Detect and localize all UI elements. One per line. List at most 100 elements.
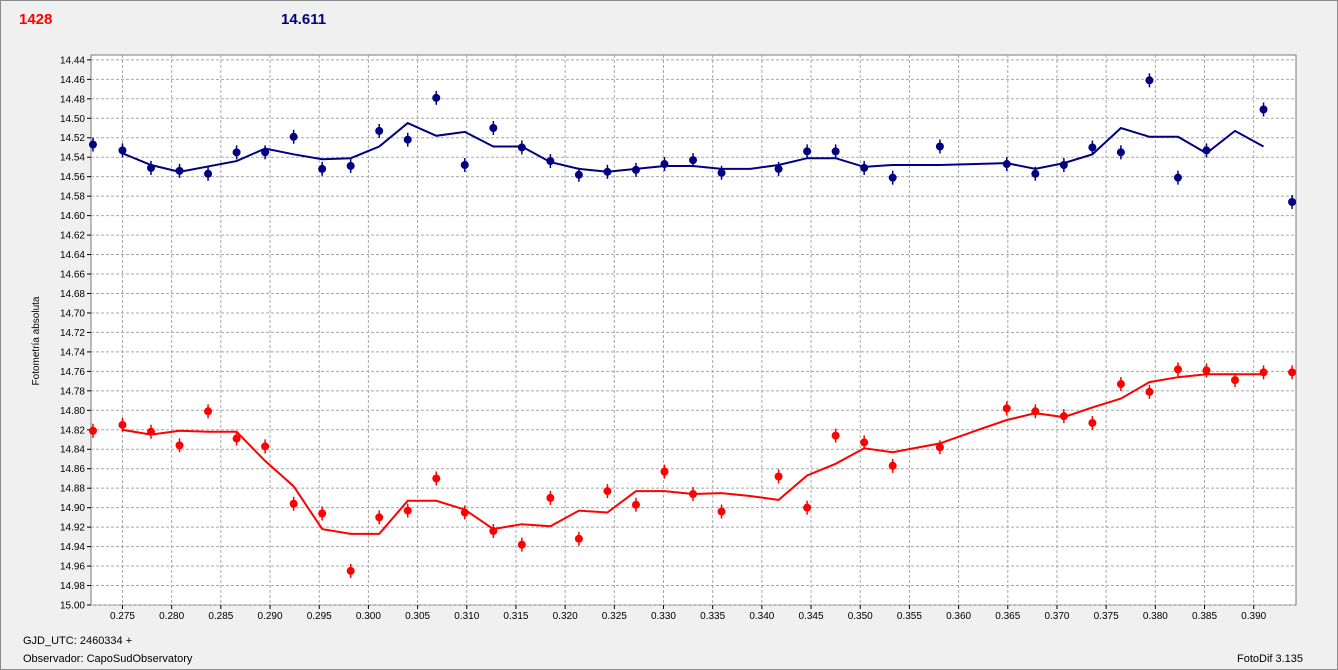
data-point — [631, 500, 640, 509]
x-tick-label: 0.285 — [208, 611, 233, 622]
data-point — [935, 443, 944, 452]
y-tick-label: 14.70 — [60, 308, 85, 319]
x-tick-label: 0.355 — [897, 611, 922, 622]
data-point — [1288, 197, 1297, 206]
x-tick-label: 0.375 — [1094, 611, 1119, 622]
data-point — [1173, 173, 1182, 182]
y-tick-label: 14.48 — [60, 94, 85, 105]
y-tick-label: 14.50 — [60, 114, 85, 125]
data-point — [261, 148, 270, 157]
x-tick-label: 0.385 — [1192, 611, 1217, 622]
data-point — [803, 147, 812, 156]
x-tick-label: 0.280 — [159, 611, 184, 622]
data-point — [1088, 143, 1097, 152]
x-tick-label: 0.300 — [356, 611, 381, 622]
data-point — [489, 527, 498, 536]
data-point — [88, 140, 97, 149]
data-point — [460, 508, 469, 517]
data-point — [1116, 148, 1125, 157]
y-tick-label: 14.54 — [60, 153, 85, 164]
y-tick-label: 14.76 — [60, 367, 85, 378]
data-point — [318, 164, 327, 173]
x-tick-label: 0.330 — [651, 611, 676, 622]
data-point — [1231, 376, 1240, 385]
data-point — [603, 487, 612, 496]
data-point — [432, 93, 441, 102]
data-point — [717, 168, 726, 177]
y-tick-label: 14.94 — [60, 542, 85, 553]
x-tick-label: 0.345 — [799, 611, 824, 622]
data-point — [774, 164, 783, 173]
x-tick-label: 0.310 — [454, 611, 479, 622]
x-tick-label: 0.340 — [749, 611, 774, 622]
series-layer — [88, 73, 1297, 578]
y-tick-label: 14.98 — [60, 581, 85, 592]
data-point — [860, 438, 869, 447]
observer-label: Observador: CapoSudObservatory — [23, 653, 193, 665]
data-point — [831, 431, 840, 440]
y-tick-label: 14.62 — [60, 231, 85, 242]
data-point — [546, 157, 555, 166]
data-point — [118, 146, 127, 155]
data-point — [289, 499, 298, 508]
x-tick-label: 0.295 — [307, 611, 332, 622]
data-point — [603, 167, 612, 176]
data-point — [803, 503, 812, 512]
y-tick-label: 14.60 — [60, 211, 85, 222]
y-tick-label: 14.44 — [60, 55, 85, 66]
data-point — [689, 490, 698, 499]
y-tick-label: 14.88 — [60, 484, 85, 495]
y-tick-label: 14.66 — [60, 270, 85, 281]
data-point — [232, 148, 241, 157]
data-point — [1031, 407, 1040, 416]
data-point — [774, 472, 783, 481]
data-point — [574, 170, 583, 179]
y-tick-label: 14.64 — [60, 250, 85, 261]
x-tick-label: 0.370 — [1044, 611, 1069, 622]
data-point — [1173, 365, 1182, 374]
data-point — [147, 427, 156, 436]
x-tick-label: 0.315 — [503, 611, 528, 622]
series-0 — [88, 73, 1297, 209]
data-point — [1002, 160, 1011, 169]
y-tick-label: 14.86 — [60, 464, 85, 475]
data-point — [346, 161, 355, 170]
data-point — [1145, 76, 1154, 85]
y-tick-label: 14.56 — [60, 172, 85, 183]
data-point — [346, 566, 355, 575]
y-tick-label: 14.68 — [60, 289, 85, 300]
data-point — [460, 161, 469, 169]
data-point — [375, 126, 384, 135]
series-1 — [88, 362, 1297, 578]
data-point — [289, 132, 298, 141]
y-tick-label: 14.72 — [60, 328, 85, 339]
data-point — [232, 434, 241, 443]
data-point — [1259, 105, 1268, 114]
data-point — [432, 474, 441, 483]
x-tick-label: 0.365 — [995, 611, 1020, 622]
x-tick-label: 0.380 — [1143, 611, 1168, 622]
data-point — [689, 156, 698, 165]
data-point — [660, 160, 669, 169]
x-tick-label: 0.275 — [110, 611, 135, 622]
data-point — [1002, 404, 1011, 413]
data-point — [888, 173, 897, 182]
data-point — [1059, 161, 1068, 169]
series-fit-line — [122, 373, 1264, 535]
version-label: FotoDif 3.135 — [1237, 653, 1304, 665]
x-tick-label: 0.350 — [848, 611, 873, 622]
data-point — [1031, 169, 1040, 178]
data-point — [1202, 366, 1211, 375]
y-tick-label: 14.82 — [60, 425, 85, 436]
data-point — [935, 142, 944, 151]
data-point — [204, 407, 213, 416]
data-point — [489, 124, 498, 133]
data-point — [517, 143, 526, 152]
data-point — [403, 506, 412, 515]
data-point — [1116, 380, 1125, 389]
data-point — [175, 441, 184, 450]
data-point — [88, 426, 97, 435]
data-point — [318, 509, 327, 518]
data-point — [261, 442, 270, 451]
